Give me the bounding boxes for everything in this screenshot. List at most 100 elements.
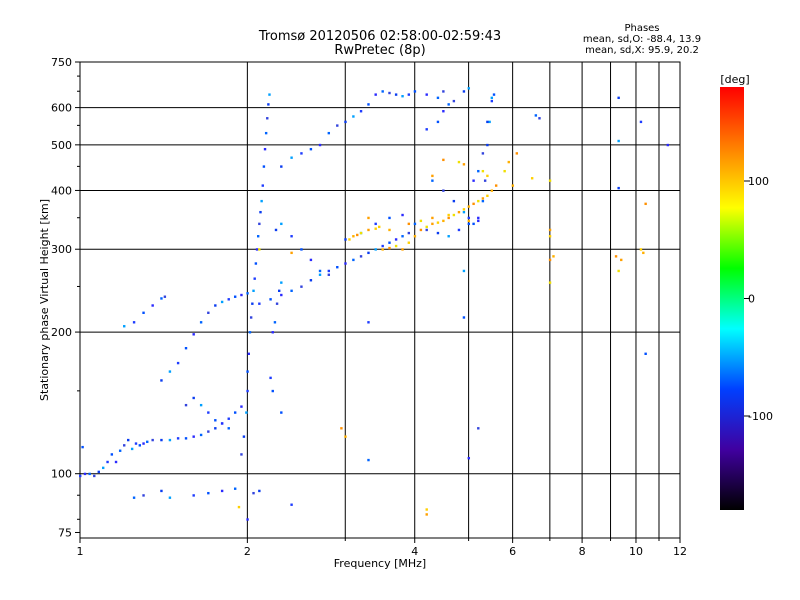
o-mode-point bbox=[83, 472, 87, 476]
scatter-points bbox=[79, 87, 670, 521]
x-mode-point bbox=[507, 160, 510, 164]
x-mode-point bbox=[237, 505, 241, 509]
o-mode-point bbox=[146, 440, 149, 444]
o-mode-point bbox=[374, 248, 377, 251]
o-mode-point bbox=[488, 120, 491, 124]
o-mode-point bbox=[467, 87, 471, 90]
x-axis-label: Frequency [MHz] bbox=[334, 557, 426, 570]
y-tick-label: 500 bbox=[51, 139, 72, 152]
o-mode-point bbox=[220, 489, 224, 493]
o-mode-point bbox=[425, 228, 428, 232]
x-mode-point bbox=[486, 194, 489, 198]
o-mode-point bbox=[127, 438, 130, 442]
y-tick-label: 300 bbox=[51, 243, 72, 256]
o-mode-point bbox=[240, 293, 243, 297]
x-mode-point bbox=[457, 210, 461, 214]
o-mode-point bbox=[309, 147, 313, 151]
colorbar-tick-label: 100 bbox=[748, 175, 769, 188]
x-mode-point bbox=[388, 228, 391, 232]
o-mode-point bbox=[344, 238, 347, 241]
o-mode-point bbox=[477, 216, 480, 220]
o-mode-point bbox=[227, 417, 230, 420]
x-mode-point bbox=[413, 235, 417, 238]
o-mode-point bbox=[447, 235, 450, 238]
o-mode-point bbox=[290, 503, 293, 506]
o-mode-point bbox=[184, 403, 188, 407]
x-mode-point bbox=[639, 248, 643, 251]
o-mode-point bbox=[132, 321, 136, 324]
o-mode-point bbox=[242, 435, 246, 438]
o-mode-point bbox=[269, 376, 272, 380]
o-mode-point bbox=[327, 269, 331, 273]
o-mode-point bbox=[374, 222, 377, 226]
stats-heading: Phases bbox=[624, 23, 659, 34]
o-mode-point bbox=[336, 124, 339, 127]
stats-line-o: mean, sd,O: -88.4, 13.9 bbox=[583, 34, 701, 45]
o-mode-point bbox=[97, 470, 100, 474]
o-mode-point bbox=[220, 422, 224, 425]
x-mode-point bbox=[467, 219, 471, 223]
o-mode-point bbox=[318, 273, 322, 276]
o-mode-point bbox=[388, 91, 391, 95]
o-mode-point bbox=[388, 216, 391, 220]
o-mode-point bbox=[431, 179, 434, 182]
x-mode-point bbox=[530, 177, 534, 180]
o-mode-point bbox=[114, 460, 118, 464]
o-mode-point bbox=[160, 489, 163, 493]
colorbar-tick-label: 0 bbox=[748, 293, 755, 306]
x-mode-point bbox=[367, 216, 370, 220]
o-mode-point bbox=[617, 96, 620, 100]
o-mode-point bbox=[309, 279, 313, 282]
o-mode-point bbox=[486, 143, 489, 147]
o-mode-point bbox=[367, 103, 370, 106]
x-mode-point bbox=[425, 225, 428, 229]
o-mode-point bbox=[258, 222, 261, 226]
o-mode-point bbox=[477, 169, 480, 173]
o-mode-point bbox=[490, 96, 494, 100]
x-mode-point bbox=[477, 199, 480, 203]
o-mode-point bbox=[462, 210, 466, 214]
o-mode-point bbox=[263, 147, 267, 151]
o-mode-point bbox=[192, 396, 195, 400]
x-mode-point bbox=[548, 258, 552, 262]
o-mode-point bbox=[300, 248, 303, 251]
o-mode-point bbox=[436, 231, 440, 235]
plot-area bbox=[79, 61, 681, 539]
o-mode-point bbox=[252, 289, 255, 293]
x-mode-point bbox=[447, 216, 450, 220]
x-mode-point bbox=[472, 202, 475, 206]
x-mode-point bbox=[407, 222, 411, 226]
x-mode-point bbox=[290, 251, 293, 255]
o-mode-point bbox=[436, 96, 440, 100]
o-mode-point bbox=[644, 352, 647, 355]
o-mode-point bbox=[106, 460, 109, 464]
o-mode-point bbox=[255, 248, 259, 251]
colorbar-label: [deg] bbox=[720, 73, 749, 86]
o-mode-point bbox=[359, 255, 363, 258]
o-mode-point bbox=[442, 110, 445, 113]
o-mode-point bbox=[132, 496, 136, 499]
o-mode-point bbox=[275, 302, 279, 305]
o-mode-point bbox=[278, 289, 281, 293]
o-mode-point bbox=[280, 281, 283, 284]
o-mode-point bbox=[227, 427, 230, 430]
o-mode-point bbox=[280, 222, 283, 226]
stats-line-x: mean, sd,X: 95.9, 20.2 bbox=[585, 45, 699, 56]
o-mode-point bbox=[280, 293, 283, 297]
o-mode-point bbox=[442, 90, 445, 93]
x-mode-point bbox=[356, 233, 359, 237]
x-mode-point bbox=[490, 189, 494, 192]
o-mode-point bbox=[233, 411, 237, 414]
x-mode-point bbox=[359, 231, 363, 235]
x-mode-point bbox=[374, 227, 377, 230]
o-mode-point bbox=[413, 90, 417, 93]
o-mode-point bbox=[151, 438, 154, 442]
o-mode-point bbox=[269, 298, 272, 301]
o-mode-point bbox=[381, 90, 384, 93]
x-tick-label: 8 bbox=[579, 545, 586, 558]
o-mode-point bbox=[266, 117, 269, 120]
o-mode-point bbox=[452, 199, 456, 203]
o-mode-point bbox=[344, 262, 347, 265]
colorbar-tick-label: -100 bbox=[748, 410, 773, 423]
